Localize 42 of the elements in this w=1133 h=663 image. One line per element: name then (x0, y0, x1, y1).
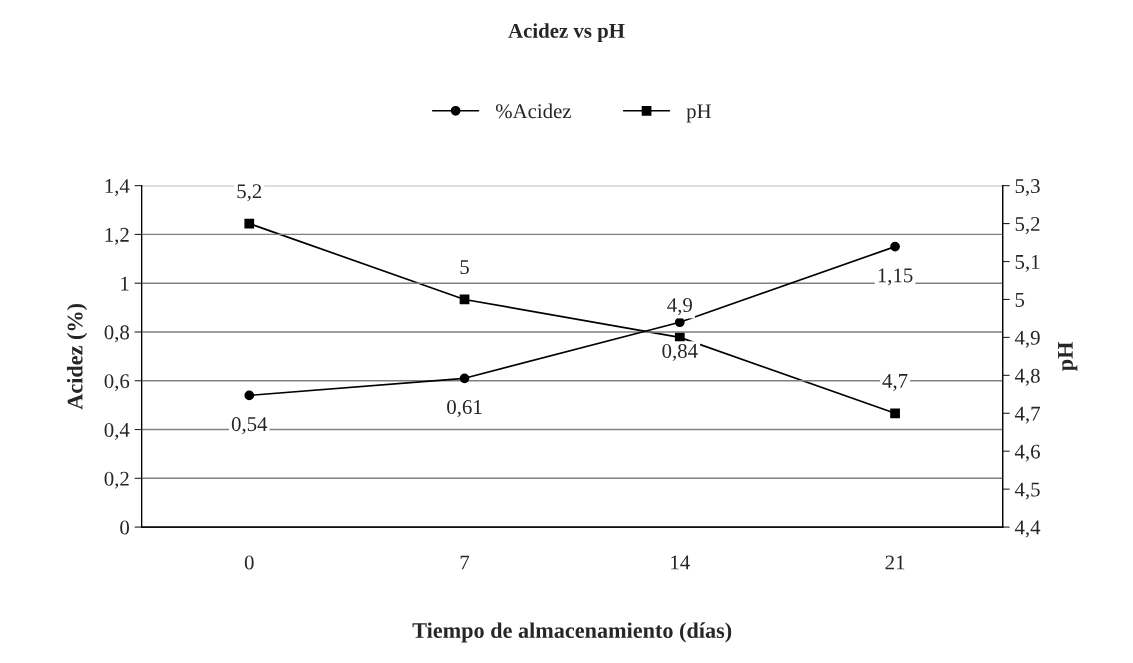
y2-tick-label: 4,7 (1014, 406, 1040, 424)
data-label: 5,2 (237, 184, 262, 202)
point (674, 317, 685, 328)
y2-axis-title: pH (1058, 341, 1078, 371)
chart-title: Acidez vs pH (508, 23, 625, 43)
y2-tick-label: 4,5 (1014, 482, 1040, 500)
y2-tick-label: 5,2 (1015, 217, 1040, 235)
data-label: 5 (460, 260, 469, 275)
y-tick-label: 1,2 (105, 227, 129, 245)
y-tick-label: 1 (121, 276, 129, 291)
data-label: 0,61 (447, 400, 482, 418)
y2-tick-label: 4,9 (1014, 330, 1040, 348)
data-label: 4,7 (882, 374, 908, 391)
y2-tick-label: 4,8 (1014, 368, 1040, 386)
data-label: 1,15 (878, 268, 913, 286)
x-tick-label: 21 (885, 555, 905, 570)
y-tick-label: 1,4 (105, 179, 130, 197)
y2-tick-label: 5,3 (1015, 179, 1040, 197)
data-label: 0,54 (231, 417, 268, 435)
data-label: 4,9 (667, 298, 692, 316)
y-tick-label: 0 (120, 520, 130, 535)
legend-label: pH (686, 104, 711, 123)
y-tick-label: 0,2 (104, 471, 129, 489)
y-tick-label: 0,6 (104, 374, 130, 392)
point (244, 390, 255, 401)
legend-label: %Acidez (495, 103, 571, 119)
y2-tick-label: 5 (1015, 293, 1025, 307)
y2-tick-label: 5,1 (1015, 254, 1040, 272)
y2-tick-label: 4,4 (1014, 520, 1041, 538)
x-tick-label: 7 (460, 555, 470, 570)
y-tick-label: 0,8 (104, 325, 130, 343)
x-axis-title: Tiempo de almacenamiento (días) (412, 622, 732, 643)
y-tick-label: 0,4 (104, 422, 130, 440)
y-axis-title: Acidez (%) (66, 303, 88, 410)
point (890, 408, 900, 419)
point (890, 241, 900, 252)
point (244, 218, 255, 229)
point (459, 373, 470, 384)
x-tick-label: 14 (671, 555, 690, 570)
y2-tick-label: 4,6 (1014, 444, 1040, 462)
x-tick-label: 0 (244, 555, 254, 570)
data-label: 0,84 (662, 343, 698, 361)
